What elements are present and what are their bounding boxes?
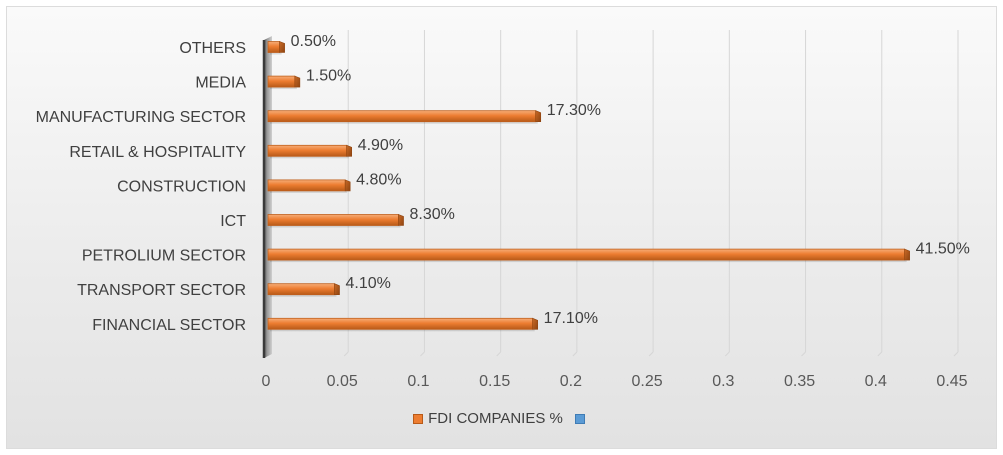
legend-item-series-2 <box>574 413 590 424</box>
gridline-foot-2 <box>420 351 425 357</box>
category-label: OTHERS <box>179 40 246 57</box>
category-label: MANUFACTURING SECTOR <box>36 109 246 126</box>
bar-end-cap <box>532 317 538 330</box>
bar-shadow <box>270 52 282 55</box>
x-tick-label: 0.4 <box>865 373 887 390</box>
labels: 0 0.05 0.1 0.15 0.2 0.25 0.3 0.35 0.4 0.45 OTHERS 0… <box>36 33 970 390</box>
bar-end-cap <box>279 41 285 53</box>
bar-end-cap <box>334 283 340 295</box>
bar-body <box>267 248 906 261</box>
x-tick-label: 0.3 <box>712 373 734 390</box>
bar-shadow <box>270 329 535 332</box>
bar-shadow <box>270 121 538 124</box>
bar-shadow <box>270 87 297 90</box>
bar-end-cap <box>346 144 352 157</box>
bar-body <box>267 110 537 123</box>
gridline-foot-9 <box>953 351 959 357</box>
bar-end-cap <box>398 214 404 226</box>
category-label: PETROLIUM SECTOR <box>82 248 246 265</box>
data-label: 17.30% <box>547 102 601 119</box>
x-tick-label: 0.2 <box>560 373 582 390</box>
bar-body <box>267 214 399 226</box>
gridline-foot-7 <box>801 351 806 357</box>
bar-body <box>267 317 534 330</box>
gridline-foot-3 <box>496 351 502 357</box>
bar-body <box>267 144 348 157</box>
data-label: 4.80% <box>356 171 401 188</box>
bar-body <box>267 75 296 88</box>
legend-swatch-series-2 <box>574 413 585 424</box>
category-label: CONSTRUCTION <box>117 178 246 195</box>
bar <box>267 283 340 297</box>
data-label: 1.50% <box>306 68 351 85</box>
x-tick-label: 0 <box>262 373 271 390</box>
bar <box>267 179 351 193</box>
bar-end-cap <box>344 179 351 192</box>
category-label: MEDIA <box>195 75 246 92</box>
bar-shadow <box>270 156 349 159</box>
bar <box>267 214 404 228</box>
data-label: 8.30% <box>410 206 455 223</box>
category-label: FINANCIAL SECTOR <box>92 317 246 334</box>
x-tick-label: 0.15 <box>479 373 510 390</box>
legend-item-series-1: FDI COMPANIES % <box>413 410 563 427</box>
x-tick-label: 0.45 <box>936 373 967 390</box>
bar-end-cap <box>535 110 542 122</box>
bar-shadow <box>270 260 907 263</box>
gridlines <box>343 30 959 357</box>
chart-area <box>6 6 997 449</box>
gridline-foot-6 <box>724 351 730 357</box>
x-tick-label: 0.25 <box>632 373 663 390</box>
category-label: TRANSPORT SECTOR <box>77 282 246 299</box>
bar-end-cap <box>904 248 910 261</box>
bar <box>267 41 285 55</box>
bar-body <box>267 283 335 296</box>
legend-label-series-1: FDI COMPANIES % <box>428 410 563 427</box>
gridline-foot-1 <box>343 351 349 357</box>
bar <box>267 110 542 124</box>
bar-end-cap <box>294 75 301 88</box>
gridline-foot-8 <box>877 351 883 357</box>
bar-shadow <box>270 294 337 297</box>
gridline-foot-5 <box>648 351 654 357</box>
category-label: ICT <box>220 213 246 230</box>
bar <box>267 75 301 90</box>
data-label: 4.90% <box>358 137 403 154</box>
x-tick-label: 0.1 <box>407 373 429 390</box>
x-tick-label: 0.05 <box>327 373 358 390</box>
data-label: 41.50% <box>916 241 970 258</box>
category-label: RETAIL & HOSPITALITY <box>69 144 246 161</box>
bars <box>267 41 910 332</box>
x-tick-label: 0.35 <box>784 373 815 390</box>
data-label: 17.10% <box>544 310 598 327</box>
bar-shadow <box>270 190 348 193</box>
legend-swatch-series-1 <box>413 413 424 424</box>
bar-body <box>267 41 281 53</box>
gridline-foot-4 <box>572 351 578 357</box>
legend: FDI COMPANIES % <box>0 410 1003 427</box>
data-label: 4.10% <box>346 275 391 292</box>
bar <box>267 144 352 159</box>
bar <box>267 317 538 332</box>
data-label: 0.50% <box>291 33 336 50</box>
bar-body <box>267 179 346 192</box>
bar-shadow <box>270 225 401 228</box>
bar <box>267 248 910 263</box>
